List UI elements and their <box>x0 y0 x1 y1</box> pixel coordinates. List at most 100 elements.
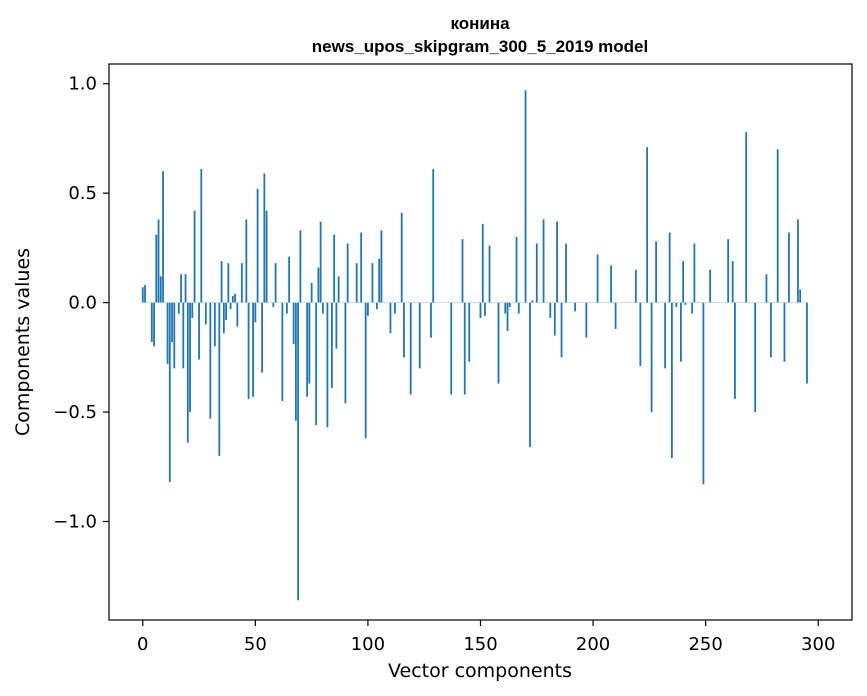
y-tick-label: −1.0 <box>53 511 97 532</box>
bar-58 <box>272 302 275 307</box>
bar-84 <box>331 302 333 388</box>
bar-208 <box>610 265 612 303</box>
bar-53 <box>261 302 263 373</box>
bar-70 <box>299 230 302 303</box>
x-tick-label: 300 <box>801 634 835 655</box>
bar-55 <box>265 210 268 303</box>
bar-188 <box>565 243 567 303</box>
bar-235 <box>670 302 673 459</box>
bar-46 <box>245 219 248 303</box>
bar-5 <box>153 302 155 347</box>
bar-123 <box>418 302 421 369</box>
bar-37 <box>225 302 227 321</box>
bar-69 <box>297 302 300 601</box>
bar-295 <box>806 302 808 384</box>
y-axis-label: Components values <box>12 248 34 436</box>
bar-158 <box>497 302 500 384</box>
bar-197 <box>585 302 588 338</box>
bar-262 <box>731 261 734 303</box>
bar-279 <box>770 302 772 358</box>
bar-79 <box>319 221 322 303</box>
bar-12 <box>168 302 171 483</box>
bar-105 <box>378 258 381 303</box>
bar-163 <box>508 302 511 307</box>
bar-285 <box>783 302 786 362</box>
bar-series <box>141 90 808 601</box>
bar-6 <box>155 234 158 303</box>
bar-49 <box>252 302 254 397</box>
bar-154 <box>488 245 491 303</box>
bar-152 <box>484 302 486 316</box>
bar-91 <box>346 243 349 303</box>
bar-240 <box>682 261 685 303</box>
bar-65 <box>288 256 291 303</box>
bar-47 <box>247 302 250 399</box>
bar-34 <box>218 302 221 456</box>
bar-102 <box>371 263 374 303</box>
bar-244 <box>691 302 694 314</box>
bar-23 <box>193 210 196 303</box>
bar-173 <box>531 300 534 303</box>
chart-title-line-2: news_upos_skipgram_300_5_2019 model <box>312 37 648 56</box>
bar-263 <box>734 302 736 399</box>
bar-40 <box>231 296 234 303</box>
bar-234 <box>668 232 671 303</box>
bar-221 <box>639 302 642 367</box>
bar-59 <box>274 263 277 303</box>
bar-237 <box>675 302 678 307</box>
bar-181 <box>549 302 552 318</box>
bar-119 <box>409 302 412 395</box>
bar-226 <box>650 302 653 413</box>
bar-86 <box>335 302 338 349</box>
x-tick-label: 200 <box>576 634 610 655</box>
bar-210 <box>614 302 617 329</box>
bar-42 <box>236 302 239 327</box>
bar-241 <box>684 302 687 305</box>
bar-228 <box>655 241 658 303</box>
bar-145 <box>468 302 471 362</box>
bar-44 <box>240 263 243 303</box>
bar-249 <box>702 302 705 485</box>
bar-239 <box>679 302 682 362</box>
bar-110 <box>389 302 392 334</box>
bar-39 <box>229 302 232 310</box>
bar-20 <box>186 302 189 443</box>
bar-287 <box>788 232 790 303</box>
bar-115 <box>400 212 403 303</box>
bar-32 <box>213 302 216 347</box>
bar-272 <box>754 302 757 413</box>
bar-166 <box>515 236 518 303</box>
bar-87 <box>337 276 340 303</box>
bar-192 <box>574 302 576 312</box>
bar-172 <box>529 302 531 448</box>
y-tick-label: 0.0 <box>68 293 97 314</box>
bar-95 <box>355 263 358 303</box>
bar-90 <box>344 302 347 404</box>
bar-25 <box>198 302 200 360</box>
bar-232 <box>664 302 667 369</box>
bar-128 <box>430 302 432 338</box>
bar-22 <box>191 302 194 318</box>
bar-67 <box>292 302 295 345</box>
bar-50 <box>254 302 257 323</box>
bar-291 <box>797 219 799 303</box>
x-axis-label: Vector components <box>388 660 572 682</box>
bar-16 <box>177 302 180 314</box>
chart-title-line-1: конина <box>450 14 510 33</box>
bar-245 <box>693 243 696 303</box>
bar-85 <box>333 234 336 303</box>
bar-100 <box>367 302 369 316</box>
bar-0 <box>141 287 144 303</box>
bar-26 <box>200 169 203 303</box>
bar-150 <box>479 302 482 318</box>
bar-116 <box>403 302 405 358</box>
bar-151 <box>481 223 484 303</box>
bar-75 <box>310 282 313 303</box>
bar-260 <box>727 239 730 303</box>
bar-19 <box>184 274 187 303</box>
x-tick-label: 150 <box>463 634 497 655</box>
bar-38 <box>227 263 230 303</box>
bar-184 <box>556 221 558 303</box>
y-tick-label: 0.5 <box>68 183 97 204</box>
